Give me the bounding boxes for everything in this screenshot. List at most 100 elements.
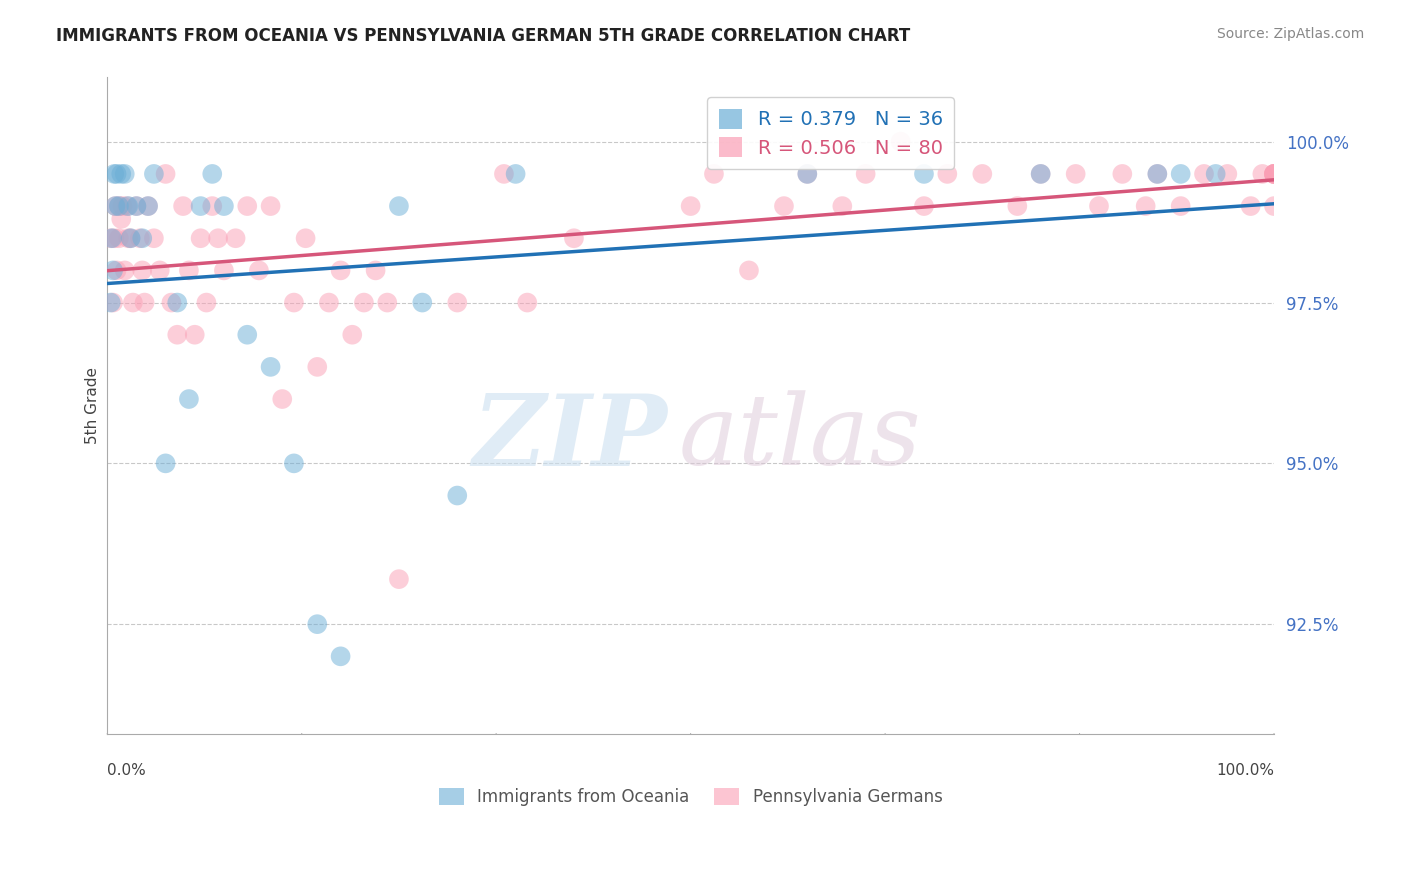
- Point: [294, 231, 316, 245]
- Point: [1263, 167, 1285, 181]
- Point: [936, 167, 959, 181]
- Point: [207, 231, 229, 245]
- Point: [155, 456, 177, 470]
- Point: [1263, 167, 1285, 181]
- Point: [972, 167, 994, 181]
- Point: [247, 263, 270, 277]
- Point: [201, 199, 224, 213]
- Point: [142, 231, 165, 245]
- Point: [318, 295, 340, 310]
- Point: [111, 199, 134, 213]
- Point: [115, 199, 138, 213]
- Point: [364, 263, 387, 277]
- Point: [353, 295, 375, 310]
- Point: [236, 199, 259, 213]
- Point: [195, 295, 218, 310]
- Point: [101, 231, 124, 245]
- Point: [1135, 199, 1157, 213]
- Point: [773, 199, 796, 213]
- Point: [271, 392, 294, 406]
- Point: [738, 263, 761, 277]
- Point: [100, 295, 122, 310]
- Point: [283, 456, 305, 470]
- Point: [329, 649, 352, 664]
- Point: [131, 231, 153, 245]
- Point: [110, 211, 132, 226]
- Point: [796, 167, 818, 181]
- Point: [108, 199, 131, 213]
- Point: [101, 263, 124, 277]
- Point: [1111, 167, 1133, 181]
- Point: [104, 199, 127, 213]
- Point: [117, 231, 139, 245]
- Point: [212, 199, 235, 213]
- Point: [105, 263, 128, 277]
- Point: [1263, 167, 1285, 181]
- Point: [177, 263, 200, 277]
- Point: [136, 199, 159, 213]
- Text: 100.0%: 100.0%: [1216, 763, 1274, 778]
- Point: [166, 327, 188, 342]
- Point: [831, 199, 853, 213]
- Point: [1146, 167, 1168, 181]
- Point: [329, 263, 352, 277]
- Point: [1029, 167, 1052, 181]
- Point: [259, 199, 281, 213]
- Point: [388, 199, 411, 213]
- Point: [1240, 199, 1263, 213]
- Legend: Immigrants from Oceania, Pennsylvania Germans: Immigrants from Oceania, Pennsylvania Ge…: [432, 781, 949, 813]
- Point: [1205, 167, 1227, 181]
- Point: [129, 231, 152, 245]
- Text: Source: ZipAtlas.com: Source: ZipAtlas.com: [1216, 27, 1364, 41]
- Point: [149, 263, 172, 277]
- Point: [446, 489, 468, 503]
- Text: 0.0%: 0.0%: [107, 763, 146, 778]
- Point: [375, 295, 398, 310]
- Point: [122, 295, 145, 310]
- Point: [912, 199, 935, 213]
- Point: [890, 135, 912, 149]
- Text: atlas: atlas: [679, 391, 922, 486]
- Point: [1192, 167, 1215, 181]
- Point: [679, 199, 702, 213]
- Point: [912, 167, 935, 181]
- Point: [190, 231, 212, 245]
- Point: [1216, 167, 1239, 181]
- Point: [516, 295, 538, 310]
- Point: [446, 295, 468, 310]
- Point: [103, 231, 125, 245]
- Point: [166, 295, 188, 310]
- Point: [104, 199, 127, 213]
- Point: [562, 231, 585, 245]
- Point: [136, 199, 159, 213]
- Point: [190, 199, 212, 213]
- Point: [101, 295, 124, 310]
- Point: [114, 167, 136, 181]
- Point: [1263, 167, 1285, 181]
- Point: [177, 392, 200, 406]
- Point: [1170, 199, 1192, 213]
- Point: [259, 359, 281, 374]
- Point: [172, 199, 194, 213]
- Point: [117, 199, 139, 213]
- Point: [184, 327, 207, 342]
- Point: [105, 167, 128, 181]
- Point: [492, 167, 515, 181]
- Point: [1146, 167, 1168, 181]
- Point: [307, 617, 329, 632]
- Point: [236, 327, 259, 342]
- Point: [225, 231, 247, 245]
- Point: [108, 199, 131, 213]
- Point: [1029, 167, 1052, 181]
- Point: [1064, 167, 1087, 181]
- Point: [505, 167, 527, 181]
- Point: [108, 231, 131, 245]
- Point: [796, 167, 818, 181]
- Point: [160, 295, 183, 310]
- Point: [1263, 199, 1285, 213]
- Point: [134, 295, 156, 310]
- Point: [1007, 199, 1029, 213]
- Point: [120, 231, 142, 245]
- Point: [1251, 167, 1274, 181]
- Point: [855, 167, 877, 181]
